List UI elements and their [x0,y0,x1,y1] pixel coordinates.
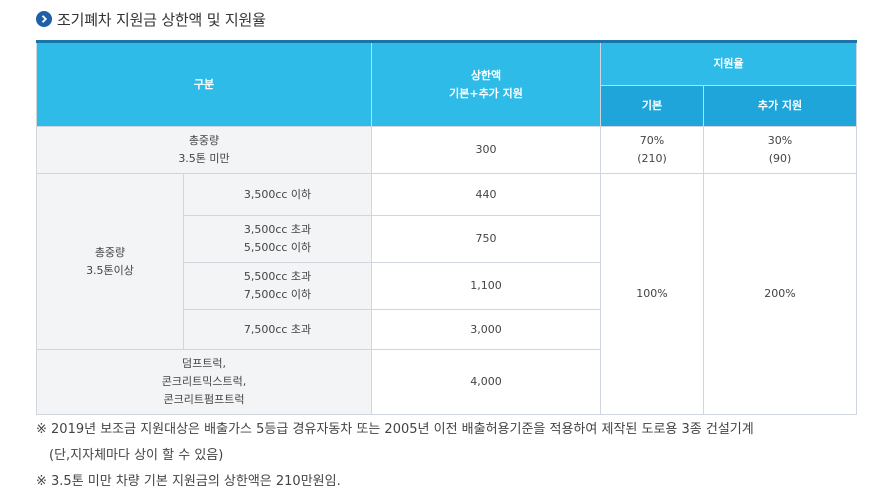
header-limit-line1: 상한액 [470,68,502,82]
engine-range: 7,500cc 초과 [183,309,372,350]
rate-amount: (210) [637,152,667,165]
section-title: 조기폐차 지원금 상한액 및 지원율 [57,10,266,29]
engine-range-line: 3,500cc 초과 [243,223,312,236]
table-row: 덤프트럭, 콘크리트믹스트럭, 콘크리트펌프트럭 4,000 [36,349,857,415]
row-under35-basic: 70% (210) [600,126,704,174]
engine-range: 3,500cc 이하 [183,173,372,216]
group-basic-rate: 100% [600,173,704,415]
special-vehicles: 덤프트럭, 콘크리트믹스트럭, 콘크리트펌프트럭 [36,349,372,415]
label-line: 총중량 [94,245,126,259]
footnotes: ※ 2019년 보조금 지원대상은 배출가스 5등급 경유자동차 또는 2005… [36,417,866,495]
section-heading: 조기폐차 지원금 상한액 및 지원율 [36,8,266,30]
group-extra-rate: 200% [703,173,857,415]
table-row: 총중량 3.5톤 미만 300 70% (210) 30% (90) [36,126,857,174]
rate-value: 70% [639,134,665,147]
footnote-1-continued: (단,지자체마다 상이 할 수 있음) [49,448,224,463]
label-line: 총중량 [188,134,220,147]
special-line: 덤프트럭, [182,357,226,370]
row-under35-extra: 30% (90) [703,126,857,174]
header-limit: 상한액 기본+추가 지원 [371,40,601,127]
row-under35-label: 총중량 3.5톤 미만 [36,126,372,174]
header-category: 구분 [36,40,372,127]
limit-value: 1,100 [371,262,601,310]
special-line: 콘크리트믹스트럭, [161,375,247,388]
engine-range-line: 7,500cc 이하 [243,288,312,301]
rate-amount: (90) [768,152,792,165]
table-row: 3,500cc 초과 5,500cc 이하 750 [37,215,857,263]
footnote-1: ※ 2019년 보조금 지원대상은 배출가스 5등급 경유자동차 또는 2005… [36,422,754,437]
chevron-right-icon [36,11,52,27]
engine-range-line: 7,500cc 초과 [243,322,312,336]
footnote-2: ※ 3.5톤 미만 차량 기본 지원금의 상한액은 210만원임. [36,474,341,489]
engine-range-line: 3,500cc 이하 [243,187,312,201]
table-header-row: 구분 상한액 기본+추가 지원 지원율 [36,40,857,127]
limit-value: 4,000 [371,349,601,415]
header-rate: 지원율 [600,40,857,86]
header-rate-basic: 기본 [600,85,704,127]
label-line: 3.5톤이상 [86,263,134,277]
engine-range: 3,500cc 초과 5,500cc 이하 [183,215,372,263]
engine-range-line: 5,500cc 초과 [243,270,312,283]
header-rate-extra: 추가 지원 [703,85,857,127]
subsidy-table: 구분 상한액 기본+추가 지원 지원율 기본 추가 지원 총중량 3.5톤 미만… [36,40,857,415]
row-under35-limit: 300 [371,126,601,174]
label-line: 3.5톤 미만 [178,152,230,165]
limit-value: 440 [371,173,601,216]
special-line: 콘크리트펌프트럭 [163,393,245,406]
header-limit-line2: 기본+추가 지원 [449,86,523,100]
engine-range-line: 5,500cc 이하 [243,241,312,254]
table-subheader-row: 기본 추가 지원 [37,85,857,127]
rate-value: 30% [767,134,793,147]
group-over35-label: 총중량 3.5톤이상 [36,173,184,350]
limit-value: 750 [371,215,601,263]
table-row: 총중량 3.5톤이상 3,500cc 이하 440 100% 200% [36,173,857,415]
limit-value: 3,000 [371,309,601,350]
engine-range: 5,500cc 초과 7,500cc 이하 [183,262,372,310]
table-row: 5,500cc 초과 7,500cc 이하 1,100 [37,262,857,310]
